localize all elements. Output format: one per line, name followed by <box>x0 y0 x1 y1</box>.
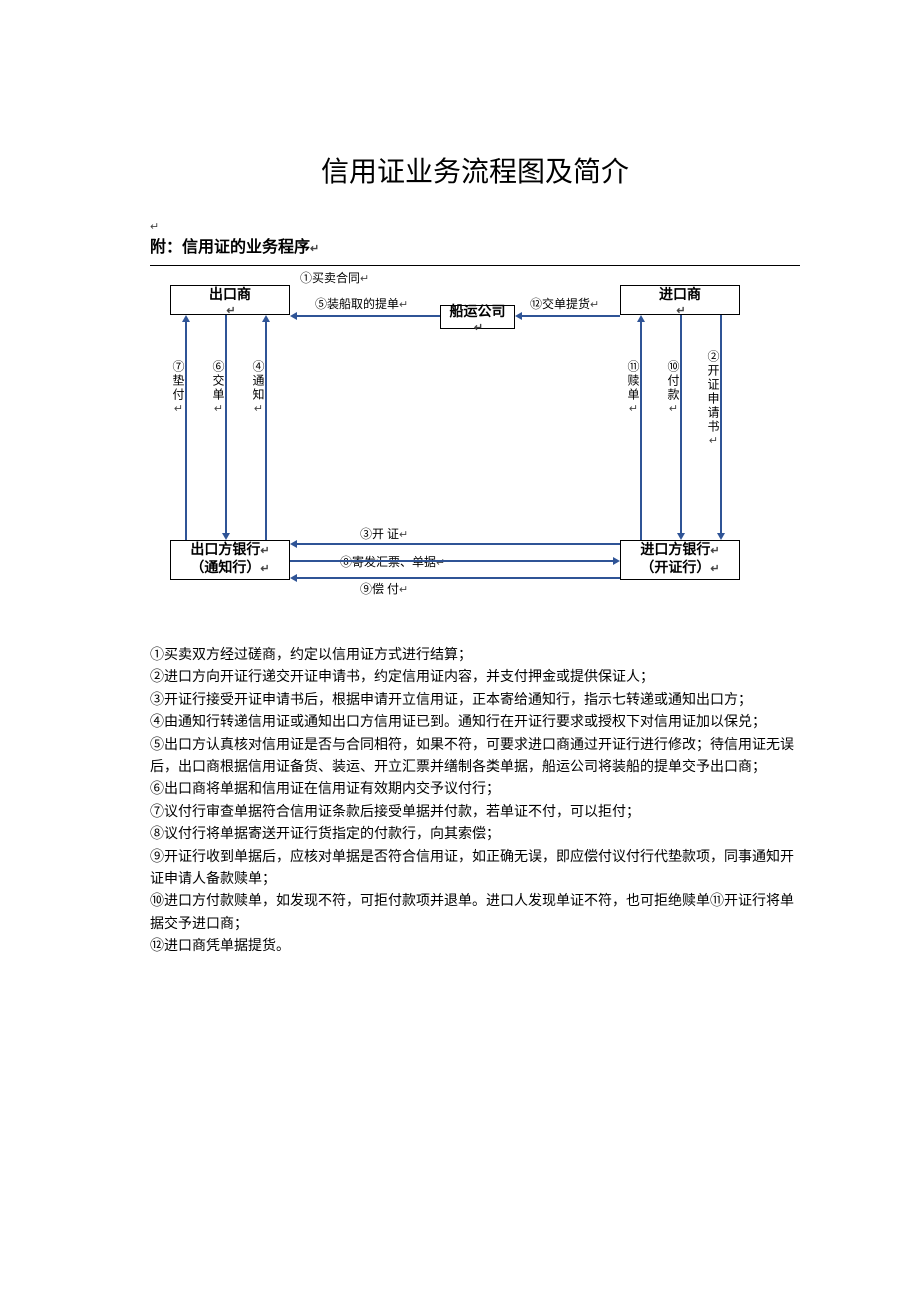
node-import-bank-l1: 进口方银行 <box>640 543 710 558</box>
node-importer: 进口商↵ <box>620 285 740 315</box>
label-pay: ⑩付款↵ <box>665 360 682 417</box>
node-shipping: 船运公司↵ <box>440 305 515 329</box>
node-export-bank-l2: （通知行） <box>190 561 260 576</box>
arrow-advance <box>185 322 187 540</box>
explanation-p7: ⑦议付行审查单据符合信用证条款后接受单据并付款，若单证不付，可以拒付； <box>150 802 800 824</box>
node-import-bank-l2: （开证行） <box>640 561 710 576</box>
arrow-issue <box>297 543 620 545</box>
label-apply: ②开证申请书↵ <box>705 350 722 449</box>
arrow-submit <box>225 315 227 533</box>
label-redeem: ⑪赎单↵ <box>625 360 642 417</box>
line-break-mark: ↵ <box>150 220 800 233</box>
arrowhead-notify <box>262 315 270 322</box>
explanation-p11: ⑫进口商凭单据提货。 <box>150 936 800 958</box>
explanation-p8: ⑧议付行将单据寄送开证行货指定的付款行，向其索偿； <box>150 824 800 846</box>
explanation-p6: ⑥出口商将单据和信用证在信用证有效期内交予议付行； <box>150 779 800 801</box>
explanation-p3: ③开证行接受开证申请书后，根据申请开立信用证，正本寄给通知行，指示七转递或通知出… <box>150 690 800 712</box>
flowchart-diagram: 出口商↵ 进口商↵ 船运公司↵ 出口方银行↵ （通知行）↵ 进口方银行↵ （开证… <box>150 265 800 595</box>
arrowhead-apply <box>717 533 725 540</box>
node-shipping-label: 船运公司 <box>450 301 506 321</box>
page-title: 信用证业务流程图及简介 <box>150 150 800 190</box>
subtitle-text: 附：信用证的业务程序 <box>150 239 310 256</box>
label-submit: ⑥交单↵ <box>210 360 227 417</box>
arrow-pay <box>680 315 682 533</box>
node-export-bank: 出口方银行↵ （通知行）↵ <box>170 540 290 580</box>
arrowhead-to-exporter <box>290 312 297 320</box>
label-notify: ④通知↵ <box>250 360 267 417</box>
explanation-p4: ④由通知行转递信用证或通知出口方信用证已到。通知行在开证行要求或授权下对信用证加… <box>150 712 800 734</box>
label-reimburse: ⑨偿 付↵ <box>360 580 408 597</box>
arrowhead-reimburse <box>290 574 297 582</box>
arrow-redeem <box>640 322 642 540</box>
explanation-p2: ②进口方向开证行递交开证申请书，约定信用证内容，并支付押金或提供保证人； <box>150 667 800 689</box>
node-importer-label: 进口商 <box>659 284 701 304</box>
explanation-p9: ⑨开证行收到单据后，应核对单据是否符合信用证，如正确无误，即应偿付议付行代垫款项… <box>150 847 800 892</box>
label-advance: ⑦垫付↵ <box>170 360 187 417</box>
arrow-notify <box>265 322 267 540</box>
arrowhead-send-docs <box>613 557 620 565</box>
arrowhead-issue <box>290 540 297 548</box>
arrowhead-to-ship <box>515 312 522 320</box>
arrow-importer-to-ship <box>522 315 620 317</box>
subtitle: 附：信用证的业务程序↵ <box>150 233 800 257</box>
node-import-bank: 进口方银行↵ （开证行）↵ <box>620 540 740 580</box>
explanation-p10: ⑩进口方付款赎单，如发现不符，可拒付款项并退单。进口人发现单证不符，也可拒绝赎单… <box>150 891 800 936</box>
arrowhead-advance <box>182 315 190 322</box>
node-exporter-label: 出口商 <box>209 284 251 304</box>
node-export-bank-l1: 出口方银行 <box>190 543 260 558</box>
label-contract: ①买卖合同↵ <box>300 269 369 286</box>
explanation-text: ①买卖双方经过磋商，约定以信用证方式进行结算； ②进口方向开证行递交开证申请书，… <box>150 645 800 958</box>
node-exporter: 出口商↵ <box>170 285 290 315</box>
arrow-send-docs <box>290 560 613 562</box>
label-issue: ③开 证↵ <box>360 525 408 542</box>
explanation-p5: ⑤出口方认真核对信用证是否与合同相符，如果不符，可要求进口商通过开证行进行修改；… <box>150 735 800 780</box>
arrow-ship-to-exporter <box>297 315 440 317</box>
arrowhead-submit <box>222 533 230 540</box>
arrowhead-redeem <box>637 315 645 322</box>
label-delivery: ⑫交单提货↵ <box>530 295 599 312</box>
arrowhead-pay <box>677 533 685 540</box>
label-bill-of-lading: ⑤装船取的提单↵ <box>315 295 408 312</box>
arrow-reimburse <box>297 577 620 579</box>
explanation-p1: ①买卖双方经过磋商，约定以信用证方式进行结算； <box>150 645 800 667</box>
